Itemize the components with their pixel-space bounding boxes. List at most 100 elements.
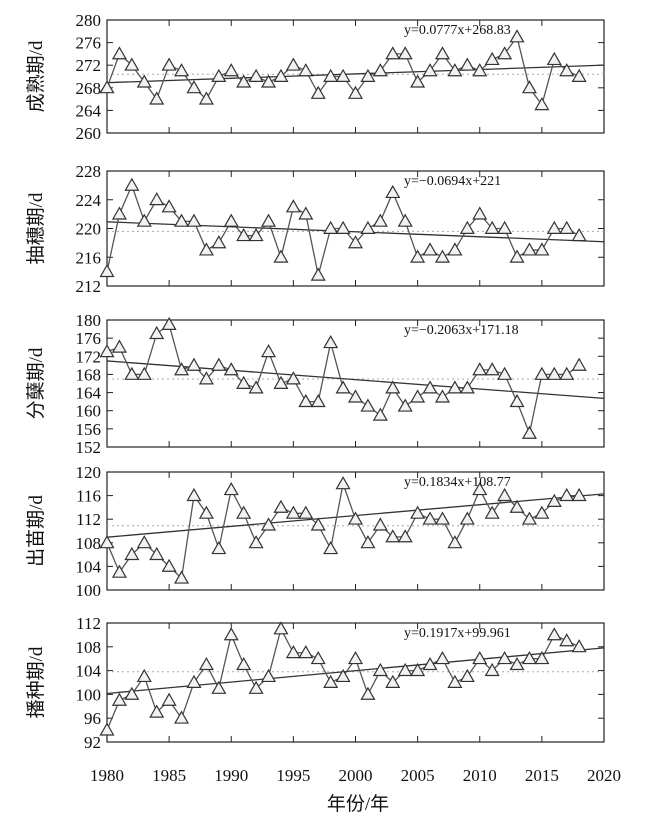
data-point: [161, 316, 177, 331]
data-point: [124, 57, 140, 71]
panels: 260264268272276280成熟期/dy=0.0777x+268.832…: [25, 11, 605, 752]
data-point: [174, 710, 190, 724]
data-point: [397, 398, 413, 412]
data-point: [111, 46, 127, 60]
data-point: [186, 213, 202, 227]
data-point: [260, 74, 277, 88]
y-tick-label: 264: [76, 101, 102, 120]
data-point: [323, 540, 339, 555]
data-point: [497, 220, 513, 234]
data-point: [571, 68, 587, 82]
data-point: [509, 499, 525, 513]
x-tick-label: 2020: [587, 766, 621, 785]
trend-line: [106, 64, 605, 84]
data-point: [236, 656, 252, 671]
data-point: [521, 242, 537, 256]
data-point: [372, 517, 388, 531]
data-point: [571, 639, 587, 653]
data-point: [335, 380, 351, 394]
data-point: [149, 325, 165, 340]
data-point: [174, 213, 190, 227]
y-tick-label: 156: [76, 420, 102, 439]
data-point: [111, 339, 127, 353]
data-point: [310, 85, 326, 99]
chart-panel-4: 100 104 108 112 116 120 出苗期/d y=0.1834x+108.77: [25, 463, 605, 600]
data-point: [509, 656, 525, 671]
data-point: [546, 220, 562, 234]
x-tick-label: 2000: [339, 766, 373, 785]
chart-panel-2: 212 216 220 224 228 抽穗期/d y=−0.0694x+221: [25, 162, 605, 296]
data-point: [459, 668, 475, 683]
plot-frame: [106, 170, 605, 287]
data-point: [136, 668, 152, 683]
data-point: [546, 51, 562, 66]
data-point: [397, 213, 413, 227]
data-point: [422, 242, 438, 256]
data-point: [285, 57, 301, 71]
y-axis-label: 分蘖期/d: [25, 347, 47, 419]
y-axis-label: 抽穗期/d: [25, 192, 47, 264]
data-point: [509, 29, 525, 43]
data-point: [497, 487, 513, 502]
data-point: [248, 68, 264, 82]
data-point: [335, 68, 351, 82]
data-point: [459, 220, 475, 234]
data-point: [236, 227, 252, 242]
x-tick-label: 1985: [152, 766, 186, 785]
data-point: [223, 627, 239, 641]
data-point: [323, 220, 339, 234]
data-point: [161, 199, 177, 213]
data-point: [497, 650, 513, 665]
y-tick-label: 112: [76, 510, 101, 529]
data-point: [285, 645, 301, 659]
data-point: [174, 63, 190, 77]
data-point: [285, 505, 301, 519]
y-tick-label: 280: [76, 11, 102, 30]
data-point: [186, 357, 202, 371]
data-point: [298, 645, 314, 659]
data-point: [236, 505, 252, 519]
data-point: [310, 393, 326, 408]
y-tick-label: 168: [76, 365, 102, 384]
data-point: [509, 249, 525, 263]
data-point: [410, 505, 426, 519]
data-point: [422, 380, 438, 394]
data-point: [149, 546, 165, 561]
data-point: [360, 68, 376, 82]
y-tick-label: 108: [76, 638, 102, 657]
data-point: [534, 505, 550, 519]
data-point: [372, 63, 388, 77]
data-point: [223, 481, 239, 496]
data-point: [161, 558, 177, 572]
y-tick-label: 100: [76, 685, 102, 704]
data-point: [484, 220, 500, 234]
data-point: [385, 674, 401, 688]
data-point: [410, 74, 426, 88]
data-point: [484, 662, 500, 677]
data-point: [546, 366, 562, 380]
y-tick-label: 160: [76, 402, 102, 421]
data-point: [484, 51, 500, 66]
data-point: [124, 546, 140, 561]
data-point: [223, 63, 239, 77]
data-point: [174, 570, 190, 584]
y-tick-label: 272: [76, 56, 102, 75]
data-point: [385, 380, 401, 394]
data-point: [360, 535, 376, 549]
data-point: [509, 393, 525, 408]
data-point: [236, 375, 252, 389]
data-point: [136, 366, 152, 380]
data-point: [223, 213, 239, 227]
data-point: [124, 686, 140, 700]
y-tick-label: 268: [76, 79, 102, 98]
data-point: [161, 57, 177, 71]
y-tick-label: 224: [76, 191, 102, 210]
data-point: [310, 650, 326, 665]
data-point: [472, 63, 488, 77]
data-point: [260, 213, 277, 227]
data-point: [447, 242, 463, 256]
y-tick-label: 152: [76, 438, 102, 457]
data-point: [99, 535, 115, 549]
data-point: [149, 91, 165, 105]
